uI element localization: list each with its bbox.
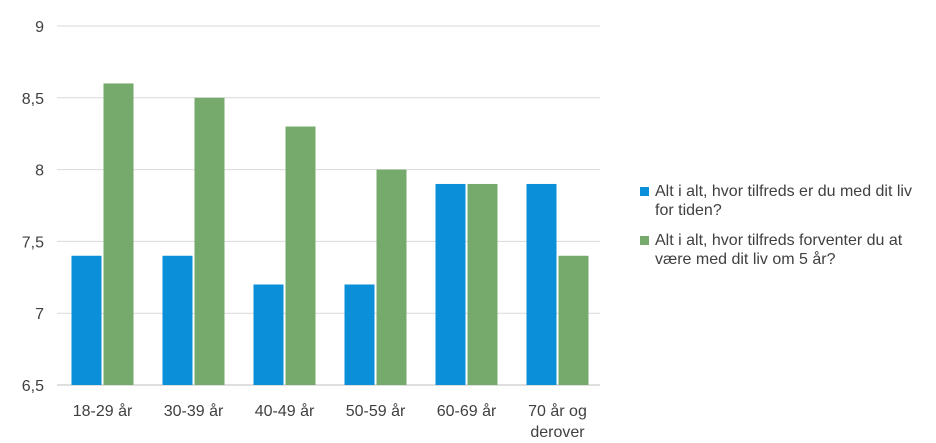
bar-series-1-cat-1 <box>71 255 102 385</box>
x-tick-label: 18-29 år <box>73 402 133 420</box>
bar-series-2-cat-4 <box>376 169 407 385</box>
bar-series-2-cat-6 <box>558 255 589 385</box>
x-tick-label: 30-39 år <box>164 402 224 420</box>
y-axis-ticks: 6,5 7 7,5 8 8,5 9 <box>22 19 44 395</box>
bar-series-1-cat-6 <box>526 183 557 385</box>
bar-series-2-cat-2 <box>194 97 225 386</box>
legend-label-series-1: Alt i alt, hvor tilfreds er du med dit l… <box>655 183 912 219</box>
y-tick-label: 8 <box>35 163 44 180</box>
x-tick-label: 70 år og derover <box>528 402 587 441</box>
bar-series-1-cat-4 <box>344 284 375 385</box>
bar-series-1-cat-5 <box>435 183 466 385</box>
legend-swatch-series-2 <box>640 236 649 245</box>
bar-series-1-cat-3 <box>253 284 284 385</box>
legend-label-series-2: Alt i alt, hvor tilfreds forventer du at… <box>655 232 903 268</box>
x-tick-label: 60-69 år <box>437 402 497 420</box>
y-tick-label: 7,5 <box>22 234 44 251</box>
y-tick-label: 9 <box>35 19 44 36</box>
x-tick-label: 50-59 år <box>346 402 406 420</box>
legend-swatch-series-1 <box>640 187 649 196</box>
x-tick-label: 40-49 år <box>255 402 315 420</box>
y-tick-label: 8,5 <box>22 91 44 108</box>
legend: Alt i alt, hvor tilfreds er du med dit l… <box>640 182 930 280</box>
bar-series-1-cat-2 <box>162 255 193 385</box>
bar-series-2-cat-5 <box>467 183 498 385</box>
bar-series-2-cat-1 <box>103 83 134 385</box>
bar-series-2-cat-3 <box>285 126 316 386</box>
legend-item-series-2: Alt i alt, hvor tilfreds forventer du at… <box>640 231 930 269</box>
bar-chart: 6,5 7 7,5 8 8,5 9 18-29 år 30-39 år 40-49 år 50-… <box>22 19 600 441</box>
y-tick-label: 6,5 <box>22 378 44 395</box>
legend-item-series-1: Alt i alt, hvor tilfreds er du med dit l… <box>640 182 930 220</box>
gridlines <box>57 25 600 386</box>
x-axis-ticks: 18-29 år 30-39 år 40-49 år 50-59 år 60-69 år… <box>73 402 587 441</box>
bars <box>71 83 589 386</box>
y-tick-label: 7 <box>35 306 44 323</box>
